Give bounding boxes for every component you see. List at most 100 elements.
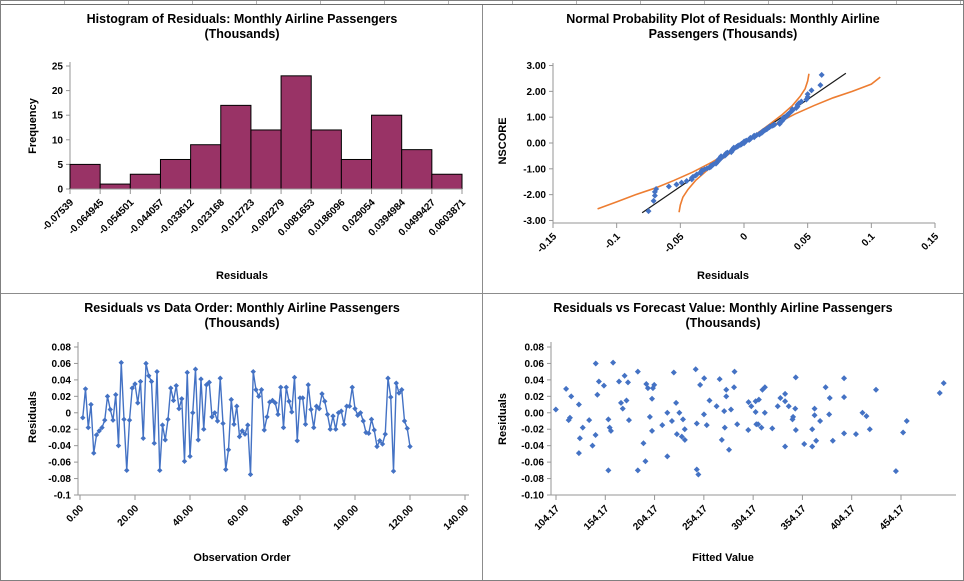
data-point-diamond <box>126 417 133 423</box>
data-point-diamond <box>748 403 755 410</box>
data-point-diamond <box>407 443 413 450</box>
y-tick-label: -0.06 <box>521 458 544 469</box>
data-point-diamond <box>165 416 171 423</box>
data-point-diamond <box>107 406 113 413</box>
fitted-plot-area: 0.08 0.06 0.04 0.02 0.00 -0.02 -0.04 -0.06 -0.08… <box>521 342 956 533</box>
y-tick-label: 0 <box>65 408 71 419</box>
y-tick-label: 5 <box>57 160 63 171</box>
data-point-diamond <box>676 409 683 416</box>
x-tick-label: 40.00 <box>171 503 197 529</box>
data-point-diamond <box>771 121 778 128</box>
data-point-diamond <box>673 181 680 188</box>
data-point-diamond <box>162 437 168 443</box>
data-point-diamond <box>605 416 612 423</box>
data-point-diamond <box>181 458 188 464</box>
data-point-diamond <box>594 391 601 398</box>
y-tick-label: -0.10 <box>521 491 544 502</box>
data-point-diamond <box>565 417 572 424</box>
data-point-diamond <box>789 416 796 423</box>
y-tick-label: -1.00 <box>523 164 546 175</box>
data-point-diamond <box>302 421 309 427</box>
data-point-diamond <box>758 424 765 431</box>
histogram-bar <box>99 183 131 190</box>
data-point-diamond <box>575 401 582 408</box>
histogram-bar <box>69 163 101 190</box>
data-point-diamond <box>278 384 284 390</box>
data-point-diamond <box>267 399 273 405</box>
histogram-bar <box>371 114 403 190</box>
data-point-diamond <box>665 183 672 190</box>
data-point-diamond <box>85 424 91 431</box>
data-point-diamond <box>121 416 127 423</box>
x-axis: 0.00 20.00 40.00 60.00 80.00 100.00 120.00 140.… <box>65 495 472 533</box>
data-point-diamond <box>168 385 174 391</box>
histogram-plot-area: 0 5 10 15 20 25 -0.07539-0.064945-0.054501-0.0… <box>40 62 468 239</box>
data-point-diamond <box>349 384 355 390</box>
data-point-diamond <box>316 405 322 412</box>
data-point-diamond <box>198 376 204 382</box>
data-point-diamond <box>286 398 292 404</box>
data-point-diamond <box>250 368 256 375</box>
data-point-diamond <box>579 424 586 431</box>
chart-title: Residuals vs Forecast Value: Monthly Air… <box>483 301 963 331</box>
y-tick-label: 0.08 <box>525 343 545 354</box>
x-axis: -0.15 -0.1 -0.05 0 0.05 0.1 0.15 <box>535 223 941 255</box>
data-point-diamond <box>566 414 573 421</box>
data-point-diamond <box>713 403 720 410</box>
y-axis-title: Frequency <box>27 98 39 154</box>
data-point-diamond <box>726 446 733 453</box>
data-point-diamond <box>261 427 267 433</box>
data-point-diamond <box>903 418 910 424</box>
data-point-diamond <box>322 398 328 404</box>
y-tick-label: -0.1 <box>54 491 72 502</box>
confidence-band-lower <box>678 76 881 213</box>
data-point-diamond <box>782 390 789 397</box>
data-point-diamond <box>390 468 397 474</box>
data-point-diamond <box>143 360 149 367</box>
data-point-diamond <box>129 385 135 391</box>
data-point-diamond <box>826 411 833 418</box>
data-point-diamond <box>399 387 405 393</box>
scatter-points <box>552 359 947 478</box>
data-point-diamond <box>634 467 641 474</box>
data-point-diamond <box>333 426 339 432</box>
data-point-diamond <box>360 418 366 424</box>
data-point-diamond <box>621 372 628 379</box>
data-point-diamond <box>289 409 295 415</box>
data-point-diamond <box>829 437 836 444</box>
data-point-diamond <box>651 188 658 195</box>
chart-residuals-vs-forecast-value: Residuals vs Forecast Value: Monthly Air… <box>483 294 963 580</box>
data-point-diamond <box>801 441 808 448</box>
histogram-bar <box>129 173 161 190</box>
data-point-diamond <box>228 396 234 403</box>
x-tick-label: 104.17 <box>533 503 563 533</box>
data-point-diamond <box>664 453 671 460</box>
data-point-diamond <box>774 403 781 410</box>
data-point-diamond <box>576 435 583 442</box>
chart-title: Residuals vs Data Order: Monthly Airline… <box>2 301 482 331</box>
data-point-diamond <box>212 410 218 416</box>
data-point-diamond <box>234 403 240 409</box>
data-point-diamond <box>693 420 700 427</box>
histogram-bar <box>401 149 433 190</box>
data-point-diamond <box>721 424 728 431</box>
data-point-diamond <box>863 413 870 420</box>
y-tick-label: -0.08 <box>521 474 544 485</box>
x-tick-label: 140.00 <box>442 503 472 533</box>
y-axis: 3.00 2.00 1.00 0.00 -1.00 -2.00 -3.00 <box>523 61 553 227</box>
data-point-diamond <box>148 378 155 385</box>
data-point-diamond <box>777 394 784 401</box>
data-point-diamond <box>649 385 656 392</box>
data-point-diamond <box>625 417 632 424</box>
npp-plot-area: 3.002.001.000.00-1.00-2.00-3.00-0.15 -0.1… <box>523 61 941 255</box>
data-point-diamond <box>368 416 375 423</box>
data-point-diamond <box>668 418 675 424</box>
data-point-diamond <box>653 185 660 192</box>
chart-normal-probability-plot: Normal Probability Plot of Residuals: Mo… <box>483 5 963 293</box>
data-point-diamond <box>936 390 943 397</box>
data-point-diamond <box>693 466 700 473</box>
spreadsheet-column-gridline-strip <box>1 1 963 4</box>
y-tick-label: 1.00 <box>527 113 547 124</box>
data-point-diamond <box>88 401 94 408</box>
data-point-diamond <box>872 386 879 393</box>
